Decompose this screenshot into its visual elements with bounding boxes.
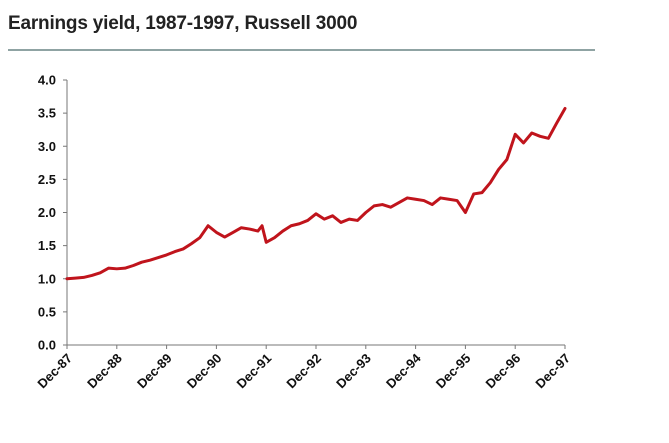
x-tick-label: Dec-93 — [333, 351, 374, 392]
data-series — [65, 106, 567, 281]
x-tick-label: Dec-96 — [483, 351, 524, 392]
y-axis-tick-labels: 0.0 0.5 1.0 1.5 2.0 2.5 3.0 3.5 4.0 — [38, 73, 56, 353]
x-tick-label: Dec-95 — [433, 351, 474, 392]
x-tick-label: Dec-90 — [184, 351, 225, 392]
y-tick-label: 0.0 — [38, 338, 56, 353]
chart-axes — [63, 79, 566, 349]
y-tick-label: 1.0 — [38, 271, 56, 286]
y-tick-label: 2.5 — [38, 172, 56, 187]
chart-title: Earnings yield, 1987-1997, Russell 3000 — [8, 13, 358, 34]
y-tick-label: 0.5 — [38, 304, 56, 319]
x-tick-label: Dec-91 — [234, 351, 275, 392]
x-tick-label: Dec-89 — [134, 351, 175, 392]
y-tick-label: 1.5 — [38, 238, 56, 253]
y-tick-label: 3.0 — [38, 139, 56, 154]
y-tick-label: 2.0 — [38, 205, 56, 220]
x-axis-tick-labels: Dec-87 Dec-88 Dec-89 Dec-90 Dec-91 Dec-92 Dec-… — [34, 350, 573, 391]
y-tick-label: 4.0 — [38, 73, 56, 88]
y-tick-label: 3.5 — [38, 106, 56, 121]
x-tick-label: Dec-88 — [84, 351, 125, 392]
x-tick-label: Dec-92 — [283, 351, 324, 392]
title-divider — [8, 49, 595, 51]
x-tick-label: Dec-94 — [383, 350, 424, 391]
x-tick-label: Dec-97 — [532, 351, 573, 392]
x-tick-label: Dec-87 — [34, 351, 75, 392]
earnings-yield-line — [65, 106, 567, 281]
